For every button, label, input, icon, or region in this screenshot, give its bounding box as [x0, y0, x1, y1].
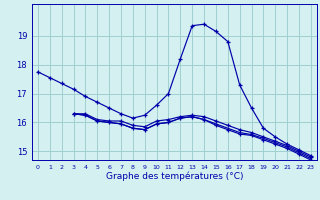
X-axis label: Graphe des températures (°C): Graphe des températures (°C)	[106, 171, 243, 181]
